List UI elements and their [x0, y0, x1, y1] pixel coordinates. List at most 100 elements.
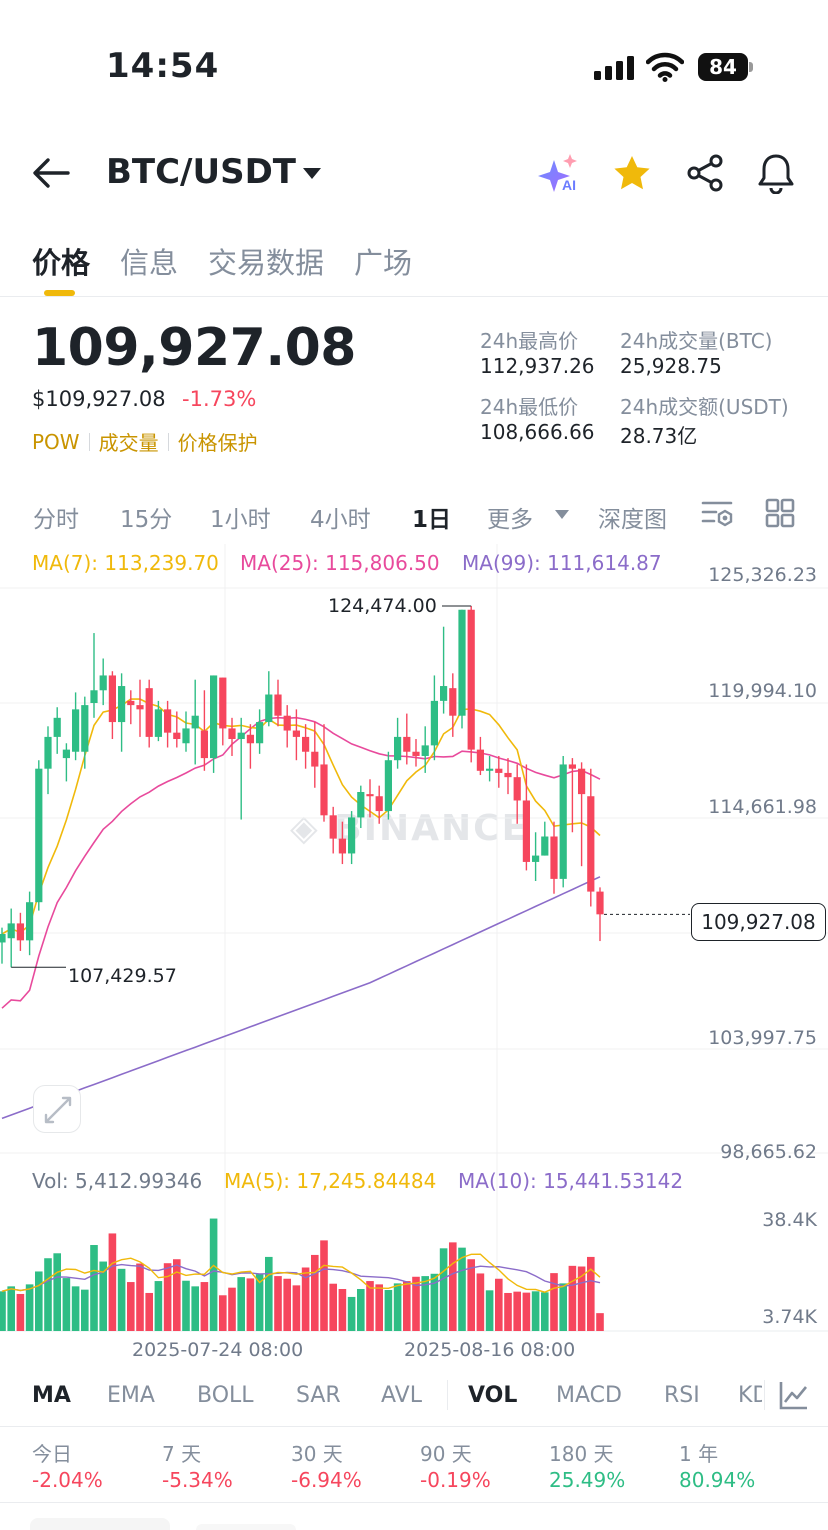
vol-y-tick: 38.4K [762, 1209, 817, 1231]
candle-body [164, 709, 172, 733]
volume-bar [384, 1289, 393, 1331]
volume-bar [458, 1247, 466, 1331]
legend-ma7: MA(7): 113,239.70 [32, 551, 219, 575]
candlestick-chart[interactable] [0, 544, 828, 1332]
candle-body [154, 709, 162, 737]
indicator-kdj[interactable]: KDJ [738, 1383, 762, 1408]
vol-y-tick: 3.74K [762, 1306, 817, 1328]
low-24h-value: 108,666.66 [480, 420, 595, 444]
y-tick: 125,326.23 [708, 564, 817, 586]
back-arrow-icon[interactable] [32, 156, 70, 190]
volume-bar [127, 1282, 135, 1331]
pair-title[interactable]: BTC/USDT [106, 152, 296, 192]
notification-bell-icon[interactable] [756, 152, 796, 194]
candle-body [16, 923, 24, 941]
candle-body [182, 728, 190, 744]
candle-body [72, 709, 80, 752]
candle-body [62, 749, 70, 759]
interval-1h[interactable]: 1小时 [210, 507, 271, 533]
volume-bar [35, 1271, 43, 1331]
perf-90d-value: -0.19% [420, 1468, 491, 1492]
interval-time-share[interactable]: 分时 [33, 507, 79, 533]
candle-body [44, 736, 52, 769]
volume-bar [485, 1290, 494, 1331]
volume-bar [338, 1288, 347, 1331]
indicator-macd[interactable]: MACD [556, 1383, 622, 1408]
indicator-vol[interactable]: VOL [468, 1383, 518, 1408]
legend-ma99-value: 111,614.87 [547, 551, 662, 575]
tab-square[interactable]: 广场 [354, 246, 413, 280]
high-price-marker: 124,474.00 [328, 595, 437, 617]
fullscreen-button[interactable] [33, 1085, 81, 1133]
tab-price[interactable]: 价格 [32, 246, 91, 280]
volume-bar [320, 1240, 328, 1331]
candle-body [568, 764, 576, 769]
chevron-down-icon[interactable] [300, 164, 324, 182]
volume-bar [301, 1267, 310, 1331]
interval-1d[interactable]: 1日 [412, 507, 452, 533]
ai-sparkle-icon[interactable]: AI [538, 152, 584, 194]
tab-info[interactable]: 信息 [120, 246, 179, 280]
cellular-signal-icon [594, 56, 634, 80]
candle-body [265, 694, 273, 723]
volume-bar [44, 1258, 52, 1331]
indicator-boll[interactable]: BOLL [197, 1383, 254, 1408]
candle-body [145, 688, 153, 737]
candle-body [550, 836, 558, 879]
volume-bar [90, 1245, 98, 1331]
candle-body [210, 675, 218, 759]
indicator-ma[interactable]: MA [32, 1383, 71, 1408]
indicator-rsi[interactable]: RSI [664, 1383, 700, 1408]
volume-usdt-value: 28.73亿 [620, 424, 698, 448]
indicator-chart-icon[interactable] [778, 1379, 810, 1411]
volume-bar [99, 1261, 107, 1331]
tag-price-protection[interactable]: 价格保护 [177, 431, 258, 455]
volume-bar [246, 1278, 255, 1331]
volume-bar [145, 1292, 153, 1331]
candle-body [467, 609, 475, 750]
favorite-star-icon[interactable] [612, 154, 652, 192]
candle-body [256, 722, 264, 744]
candle-body [532, 855, 540, 862]
candle-body [338, 838, 346, 854]
indicator-avl[interactable]: AVL [381, 1383, 422, 1408]
legend-ma25-name: MA(25) [240, 551, 312, 575]
depth-chart-tab[interactable]: 深度图 [598, 507, 667, 533]
legend-vol-ma5: MA(5): 17,245.84484 [224, 1169, 437, 1193]
indicator-ema[interactable]: EMA [107, 1383, 155, 1408]
volume-bar [421, 1276, 429, 1331]
candle-body [596, 891, 604, 915]
candle-body [127, 700, 135, 706]
tag-pow[interactable]: POW [32, 429, 80, 454]
volume-usdt-label: 24h成交额(USDT) [620, 395, 789, 419]
binance-watermark: ◈ BINANCE [290, 808, 529, 849]
volume-bar [255, 1274, 264, 1331]
bottom-tab-partial[interactable] [30, 1518, 170, 1530]
expand-icon [44, 1096, 72, 1124]
bottom-tab-partial[interactable] [196, 1524, 296, 1530]
volume-bar [568, 1265, 577, 1331]
interval-15m[interactable]: 15分 [120, 507, 173, 533]
layout-grid-icon[interactable] [764, 497, 796, 529]
tag-volume[interactable]: 成交量 [98, 431, 159, 455]
interval-4h[interactable]: 4小时 [310, 507, 371, 533]
perf-180d-label: 180 天 [549, 1442, 614, 1466]
ai-badge-text: AI [562, 177, 576, 193]
y-tick: 114,661.98 [708, 796, 817, 818]
candle-body [283, 715, 291, 731]
chart-settings-icon[interactable] [700, 497, 734, 529]
tab-trade-data[interactable]: 交易数据 [208, 246, 325, 280]
chevron-down-icon[interactable] [554, 508, 570, 520]
candle-body [200, 730, 208, 759]
candle-body [513, 777, 521, 801]
ma7-line [1, 698, 601, 935]
volume-bar [209, 1218, 218, 1331]
volume-bar [467, 1259, 475, 1331]
volume-bar [587, 1256, 595, 1331]
share-icon[interactable] [686, 154, 724, 192]
perf-today-label: 今日 [32, 1442, 72, 1466]
candle-body [219, 677, 227, 729]
interval-more[interactable]: 更多 [487, 507, 533, 533]
volume-bar [430, 1273, 439, 1331]
indicator-sar[interactable]: SAR [296, 1383, 341, 1408]
